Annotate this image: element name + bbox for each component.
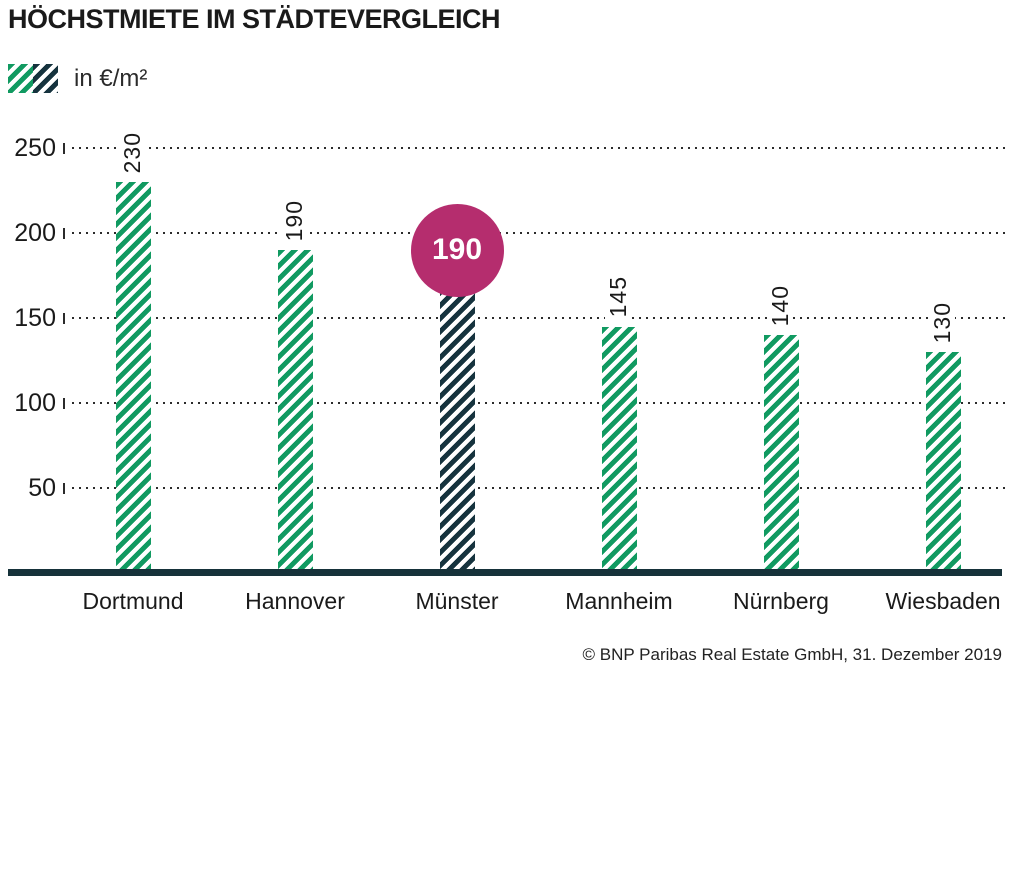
bar-value-label-mannheim: 145: [605, 273, 631, 321]
y-axis-label-100: 100: [14, 389, 56, 417]
legend-unit-label: in €/m²: [74, 64, 148, 92]
gridline-100: [72, 402, 1005, 404]
x-axis-label-nuernberg: Nürnberg: [733, 588, 829, 614]
x-axis-label-muenster: Münster: [415, 588, 499, 614]
y-tick-250: [63, 143, 65, 154]
y-axis-label-250: 250: [14, 134, 56, 162]
bar-value-label-dortmund: 230: [119, 128, 145, 176]
bar-value-label-nuernberg: 140: [767, 281, 793, 329]
x-axis-label-mannheim: Mannheim: [565, 588, 673, 614]
legend-swatch-dark-hatch: [33, 64, 58, 93]
y-tick-100: [63, 398, 65, 409]
gridline-200: [72, 232, 1005, 234]
x-axis-label-wiesbaden: Wiesbaden: [885, 588, 1001, 614]
x-axis-label-hannover: Hannover: [245, 588, 345, 614]
chart-title: HÖCHSTMIETE IM STÄDTEVERGLEICH: [8, 4, 501, 34]
gridline-50: [72, 487, 1005, 489]
gridline-150: [72, 317, 1005, 319]
source-credit: © BNP Paribas Real Estate GmbH, 31. Deze…: [582, 645, 1002, 664]
bar-hannover: [277, 250, 313, 573]
y-tick-150: [63, 313, 65, 324]
bar-value-label-wiesbaden: 130: [929, 298, 955, 346]
bar-muenster: [439, 250, 475, 573]
bar-wiesbaden: [925, 352, 961, 573]
bar-value-label-hannover: 190: [281, 196, 307, 244]
x-axis-baseline: [8, 569, 1002, 576]
legend-swatch-green-hatch: [8, 64, 33, 93]
y-tick-50: [63, 483, 65, 494]
x-axis-label-dortmund: Dortmund: [82, 588, 184, 614]
y-axis-label-200: 200: [14, 219, 56, 247]
y-axis-label-150: 150: [14, 304, 56, 332]
gridline-250: [72, 147, 1005, 149]
legend: in €/m²: [8, 64, 147, 93]
bar-mannheim: [601, 326, 637, 573]
bar-nuernberg: [763, 335, 799, 573]
y-axis-label-50: 50: [28, 474, 56, 502]
highlight-badge-muenster: 190: [410, 203, 504, 297]
bar-dortmund: [115, 182, 151, 573]
y-tick-200: [63, 228, 65, 239]
